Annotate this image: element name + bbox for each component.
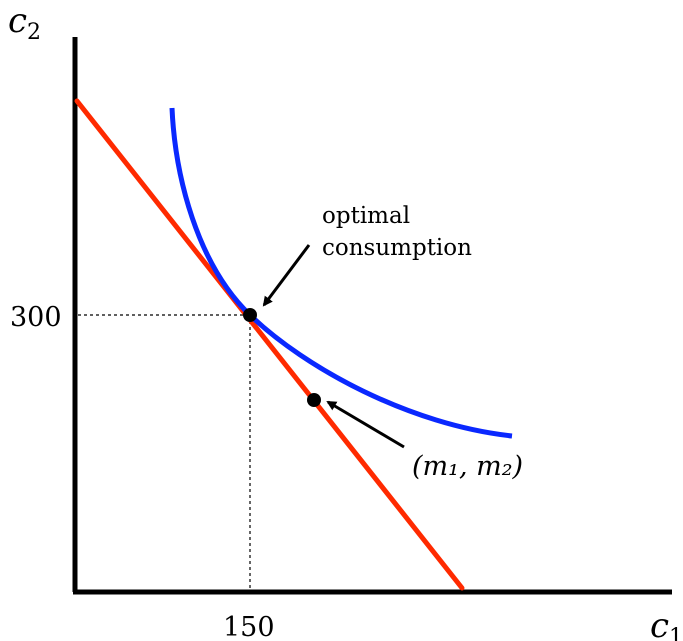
endowment-arrow bbox=[326, 400, 405, 449]
optimal-consumption-point bbox=[243, 308, 257, 322]
optimal-label-line2: consumption bbox=[322, 235, 472, 261]
optimal-label-line1: optimal bbox=[322, 203, 410, 229]
y-axis-label: c2 bbox=[8, 1, 41, 45]
y-tick-300: 300 bbox=[10, 302, 62, 333]
endowment-point bbox=[307, 393, 321, 407]
optimal-arrow bbox=[262, 244, 311, 307]
x-axis-label: c1 bbox=[650, 606, 683, 641]
x-tick-150: 150 bbox=[223, 612, 275, 641]
indifference-curve bbox=[169, 107, 513, 439]
endowment-label: (m₁, m₂) bbox=[412, 451, 523, 482]
budget-line bbox=[74, 98, 465, 591]
